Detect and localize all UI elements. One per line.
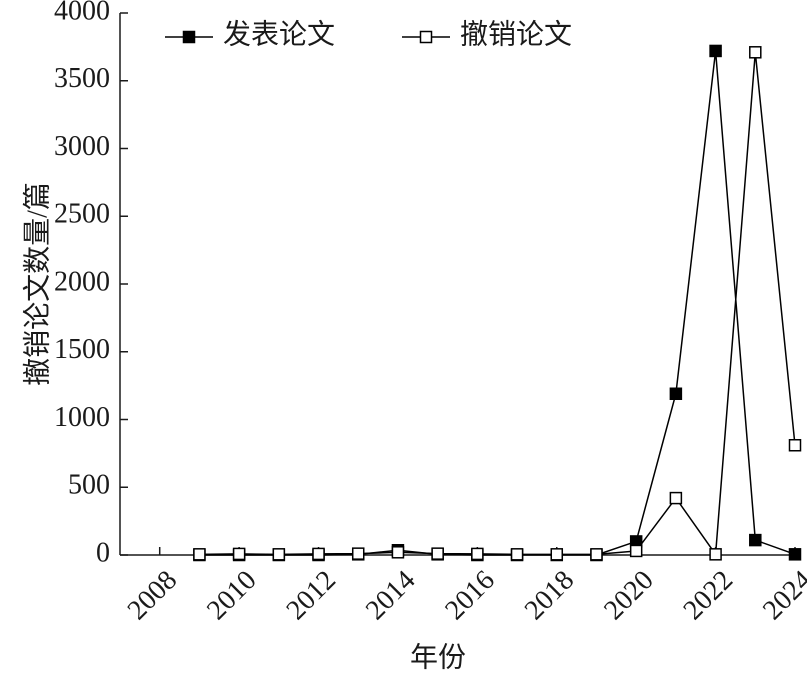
data-point (749, 533, 762, 547)
data-point (471, 547, 484, 561)
data-point (510, 548, 524, 561)
data-point (312, 547, 325, 561)
y-tick-label: 1500 (54, 334, 110, 365)
series-line (199, 50, 796, 556)
data-point (431, 547, 444, 560)
y-tick-label: 1000 (54, 402, 110, 433)
data-point (193, 548, 206, 561)
x-tick-label: 2012 (281, 565, 343, 627)
data-point (709, 44, 722, 58)
x-tick-label: 2016 (439, 565, 501, 627)
y-tick-label: 2500 (54, 199, 110, 230)
y-tick-label: 0 (96, 537, 110, 568)
data-point (669, 387, 683, 401)
y-tick-label: 4000 (54, 0, 110, 26)
legend-label: 撤销论文 (460, 18, 572, 50)
legend-marker (419, 30, 433, 44)
data-point (391, 546, 405, 559)
x-tick-label: 2020 (598, 565, 660, 627)
data-point (232, 547, 246, 561)
y-axis-label: 撤销论文数量/篇 (21, 182, 53, 386)
y-tick-label: 3500 (54, 63, 110, 94)
x-tick-label: 2008 (122, 565, 184, 627)
legend-label: 发表论文 (223, 18, 335, 50)
data-point (788, 548, 802, 561)
x-tick-label: 2010 (201, 565, 263, 627)
y-tick-label: 500 (68, 470, 110, 501)
x-axis-label: 年份 (410, 641, 466, 673)
data-point (749, 46, 762, 59)
x-tick-label: 2024 (757, 565, 807, 627)
data-point (550, 548, 564, 561)
y-tick-label: 3000 (54, 131, 110, 162)
data-point (351, 547, 365, 560)
data-point (629, 544, 643, 558)
data-point (669, 491, 683, 505)
data-point (272, 548, 286, 561)
data-point (709, 548, 722, 561)
legend-marker (182, 30, 196, 44)
data-point (788, 438, 802, 452)
x-tick-label: 2022 (678, 565, 740, 627)
data-point (590, 548, 603, 561)
x-tick-label: 2014 (360, 565, 422, 627)
x-tick-label: 2018 (519, 565, 581, 627)
y-tick-label: 2000 (54, 266, 110, 297)
series-line (199, 52, 796, 557)
